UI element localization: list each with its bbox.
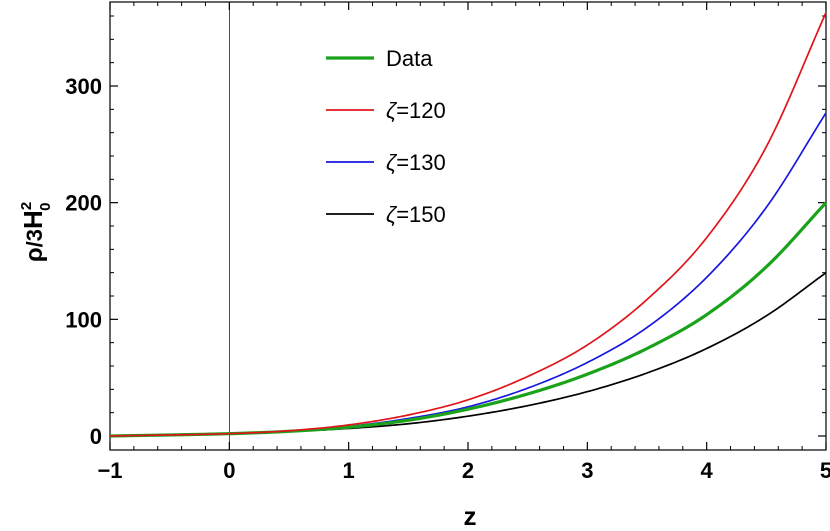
x-tick-label: 4: [701, 458, 714, 483]
legend-label-1: ζ=120: [386, 98, 446, 123]
legend-symbol: ζ: [386, 98, 398, 123]
plot-frame: [109, 1, 827, 451]
y-axis-title: ρ/3H2 0: [18, 202, 54, 262]
y-axis-title-slash-three: /3: [22, 229, 47, 247]
legend-text: Data: [386, 46, 433, 71]
y-axis-title-superscript: 2: [18, 202, 35, 210]
legend-symbol: ζ: [386, 202, 398, 227]
y-tick-label: 100: [65, 307, 102, 332]
legend-label-3: ζ=150: [386, 202, 446, 227]
legend-label-0: Data: [386, 46, 433, 71]
x-tick-label: 5: [820, 458, 830, 483]
y-tick-label: 300: [65, 74, 102, 99]
y-axis-title-h: H: [18, 210, 48, 229]
legend-label-2: ζ=130: [386, 150, 446, 175]
series-line-2: [109, 112, 827, 437]
series-line-1: [109, 12, 827, 437]
y-axis-title-subscript: 0: [37, 202, 54, 210]
x-tick-label: 3: [581, 458, 593, 483]
series-line-0: [109, 201, 828, 438]
legend-symbol: ζ: [386, 150, 398, 175]
x-tick-label: 2: [462, 458, 474, 483]
x-axis-title: z: [464, 501, 477, 531]
y-tick-label: 0: [90, 424, 102, 449]
series-line-3: [109, 271, 827, 437]
x-tick-label: −1: [97, 458, 122, 483]
x-tick-label: 1: [343, 458, 355, 483]
y-axis-title-rho: ρ: [21, 247, 48, 262]
legend-text: =130: [396, 150, 446, 175]
x-tick-label: 0: [223, 458, 235, 483]
series-lines: [109, 12, 828, 438]
legend-text: =150: [396, 202, 446, 227]
axis-ticks: −1 0 1 2 3 4 5 0 100 200 300: [65, 2, 830, 483]
legend-text: =120: [396, 98, 446, 123]
y-tick-label: 200: [65, 191, 102, 216]
